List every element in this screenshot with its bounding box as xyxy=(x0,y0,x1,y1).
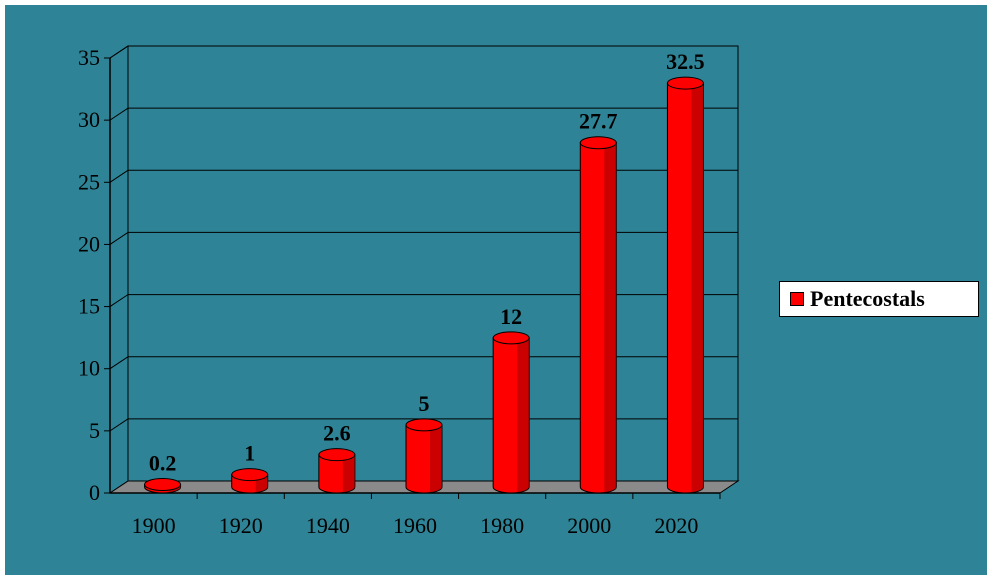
bar-1920 xyxy=(231,468,269,494)
x-tick-label: 1940 xyxy=(306,513,350,538)
legend: Pentecostals xyxy=(779,281,979,317)
bar-shade xyxy=(430,424,442,493)
y-tick-label: 35 xyxy=(78,45,100,70)
gridline xyxy=(109,169,738,183)
bar-top xyxy=(144,478,182,492)
chart-frame: 0 5 10 15 20 25 30 35 1900 1920 1940 1960 1980 2000 2… xyxy=(5,5,987,575)
data-label: 5 xyxy=(419,391,430,416)
data-label: 0.2 xyxy=(149,451,177,476)
bar-top xyxy=(666,76,704,90)
bar-1980 xyxy=(492,331,530,494)
x-tick-label: 1900 xyxy=(132,513,176,538)
gridline xyxy=(109,294,738,307)
bar-top xyxy=(492,331,530,345)
y-tick-label: 20 xyxy=(78,231,100,256)
data-label: 2.6 xyxy=(323,421,351,446)
x-tick-label: 2020 xyxy=(654,513,698,538)
bar-top xyxy=(318,448,356,462)
y-tick-label: 10 xyxy=(78,356,100,381)
gridline xyxy=(109,107,738,121)
y-tick-label: 30 xyxy=(78,107,100,132)
gridline xyxy=(109,418,738,432)
x-axis-ticks: 1900 1920 1940 1960 1980 2000 2020 xyxy=(132,493,721,538)
data-label: 32.5 xyxy=(666,49,705,74)
gridlines xyxy=(109,45,738,432)
data-label: 27.7 xyxy=(579,109,618,134)
back-wall xyxy=(127,45,739,482)
data-label: 12 xyxy=(500,304,522,329)
bars xyxy=(144,76,704,494)
axes xyxy=(109,58,720,494)
y-axis-ticks: 0 5 10 15 20 25 30 35 xyxy=(78,45,110,505)
x-tick-label: 2000 xyxy=(567,513,611,538)
x-tick-label: 1920 xyxy=(219,513,263,538)
data-labels: 0.2 1 2.6 5 12 27.7 32.5 xyxy=(149,49,705,475)
bar-shade xyxy=(691,83,704,493)
bar-1900 xyxy=(144,478,182,494)
gridline xyxy=(109,45,738,59)
bar-2000 xyxy=(579,136,617,494)
bar-2020 xyxy=(666,76,704,494)
gridline xyxy=(109,356,738,370)
bar-top xyxy=(405,418,443,432)
data-label: 1 xyxy=(244,441,255,466)
y-tick-label: 5 xyxy=(89,418,100,443)
y-tick-label: 0 xyxy=(89,480,100,505)
y-tick-label: 25 xyxy=(78,169,100,194)
bar-1960 xyxy=(405,418,443,494)
bar-top xyxy=(231,468,269,482)
bar-shade xyxy=(517,337,530,493)
gridline xyxy=(109,231,738,245)
bar-top xyxy=(579,136,617,150)
bar-shade xyxy=(342,454,355,493)
y-tick-label: 15 xyxy=(78,294,100,319)
x-tick-label: 1980 xyxy=(480,513,524,538)
legend-swatch xyxy=(790,292,804,306)
bar-shade xyxy=(604,142,617,493)
x-tick-label: 1960 xyxy=(393,513,437,538)
bar-1940 xyxy=(318,448,356,494)
side-wall xyxy=(109,45,129,494)
legend-label-pentecostals: Pentecostals xyxy=(810,286,925,311)
